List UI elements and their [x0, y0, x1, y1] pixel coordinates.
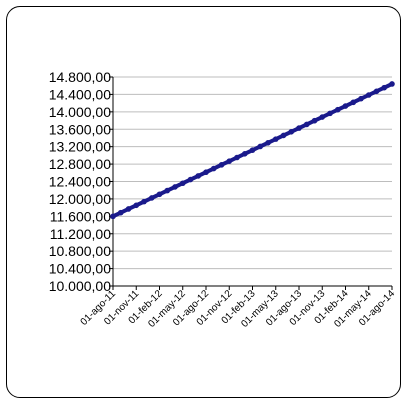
data-point [365, 92, 372, 98]
data-point [265, 139, 271, 146]
data-point [210, 165, 217, 172]
data-point [195, 173, 202, 179]
data-point [272, 136, 279, 142]
data-point [226, 158, 233, 164]
y-tick-label: 10.800,00 [49, 243, 111, 259]
data-point [164, 187, 171, 194]
data-point [311, 117, 318, 124]
y-tick-label: 12.800,00 [49, 156, 111, 172]
data-point [241, 151, 248, 157]
data-point [334, 106, 341, 113]
data-point [172, 184, 178, 190]
data-point [234, 154, 240, 161]
data-point [125, 206, 132, 212]
data-point [133, 202, 140, 209]
data-point [257, 143, 264, 150]
data-point [218, 162, 225, 168]
data-point [389, 81, 395, 87]
y-tick-label: 11.600,00 [50, 208, 111, 224]
data-point [381, 84, 388, 91]
data-point [358, 95, 364, 102]
y-tick-label: 10.000,00 [49, 278, 111, 294]
data-point [203, 169, 209, 176]
y-tick-label: 13.200,00 [49, 139, 111, 155]
y-tick-label: 12.400,00 [49, 174, 111, 190]
y-tick-label: 10.400,00 [49, 261, 111, 277]
y-tick-label: 12.000,00 [49, 191, 111, 207]
y-tick-label: 13.600,00 [49, 121, 111, 137]
data-point [249, 147, 256, 153]
data-point [141, 198, 147, 205]
data-point [148, 195, 155, 201]
data-point [350, 99, 357, 106]
y-tick-label: 11.200,00 [50, 226, 111, 242]
data-point [187, 176, 194, 183]
data-point [373, 88, 380, 95]
data-point [179, 180, 186, 187]
data-point [288, 128, 295, 135]
data-point [319, 114, 326, 120]
chart-frame [6, 6, 401, 398]
data-point [303, 121, 310, 128]
y-tick-label: 14.000,00 [49, 104, 111, 120]
y-tick-label: 14.400,00 [49, 86, 111, 102]
y-tick-label: 14.800,00 [49, 69, 111, 85]
data-point [110, 213, 116, 220]
data-point [327, 110, 333, 117]
data-point [296, 125, 302, 131]
data-point [156, 191, 163, 198]
data-point [280, 132, 287, 139]
data-point [342, 103, 349, 109]
data-point [117, 209, 124, 216]
